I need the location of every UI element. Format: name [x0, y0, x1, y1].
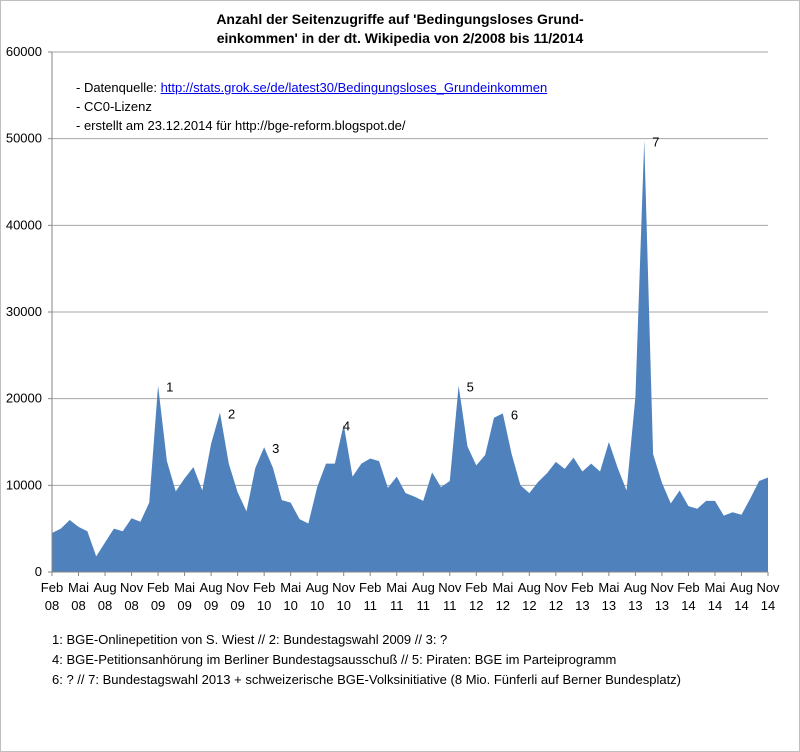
x-tick-label: Nov	[650, 580, 674, 595]
x-tick-label: Mai	[598, 580, 619, 595]
annotation-label: 2	[228, 407, 235, 422]
y-tick-label: 40000	[6, 217, 42, 232]
x-tick-label: Aug	[200, 580, 223, 595]
x-tick-label: Feb	[41, 580, 63, 595]
y-tick-label: 0	[35, 564, 42, 579]
source-line: - Datenquelle: http://stats.grok.se/de/l…	[76, 78, 547, 97]
annotation-label: 6	[511, 407, 518, 422]
x-tick-label: 08	[71, 598, 85, 613]
x-tick-label: Mai	[174, 580, 195, 595]
x-tick-label: Mai	[704, 580, 725, 595]
x-tick-label: 10	[257, 598, 271, 613]
x-tick-label: Mai	[280, 580, 301, 595]
x-tick-label: 14	[681, 598, 695, 613]
x-tick-label: Feb	[571, 580, 593, 595]
x-tick-label: 12	[522, 598, 536, 613]
x-tick-label: 09	[151, 598, 165, 613]
x-tick-label: 12	[549, 598, 563, 613]
x-tick-label: 08	[98, 598, 112, 613]
x-tick-label: 13	[655, 598, 669, 613]
x-tick-label: 09	[230, 598, 244, 613]
x-tick-label: Feb	[359, 580, 381, 595]
y-tick-label: 60000	[6, 44, 42, 59]
area-series	[52, 140, 768, 572]
x-tick-label: 10	[336, 598, 350, 613]
annotation-label: 3	[272, 441, 279, 456]
x-tick-label: Feb	[147, 580, 169, 595]
x-tick-label: Nov	[756, 580, 780, 595]
created-line: - erstellt am 23.12.2014 für http://bge-…	[76, 118, 406, 133]
source-prefix: - Datenquelle:	[76, 80, 161, 95]
y-tick-label: 50000	[6, 131, 42, 146]
x-tick-label: Aug	[518, 580, 541, 595]
footnotes: 1: BGE-Onlinepetition von S. Wiest // 2:…	[52, 630, 681, 690]
x-tick-label: 13	[602, 598, 616, 613]
info-box: - Datenquelle: http://stats.grok.se/de/l…	[76, 78, 547, 135]
annotation-label: 1	[166, 380, 173, 395]
x-tick-label: Feb	[677, 580, 699, 595]
footnote-line: 4: BGE-Petitionsanhörung im Berliner Bun…	[52, 652, 617, 667]
x-tick-label: 11	[417, 598, 431, 613]
chart-title-line-2: einkommen' in der dt. Wikipedia von 2/20…	[216, 30, 584, 46]
x-tick-label: Nov	[332, 580, 356, 595]
x-tick-label: Aug	[306, 580, 329, 595]
footnote-line: 1: BGE-Onlinepetition von S. Wiest // 2:…	[52, 632, 448, 647]
annotation-label: 4	[343, 419, 350, 434]
x-tick-label: 14	[761, 598, 775, 613]
x-tick-label: 11	[363, 598, 377, 613]
x-tick-label: 11	[443, 598, 457, 613]
x-tick-label: 12	[469, 598, 483, 613]
x-tick-label: Nov	[120, 580, 144, 595]
y-tick-label: 10000	[6, 477, 42, 492]
x-tick-label: Nov	[226, 580, 250, 595]
chart-title: Anzahl der Seitenzugriffe auf 'Bedingung…	[0, 10, 800, 48]
footnote-line: 6: ? // 7: Bundestagswahl 2013 + schweiz…	[52, 672, 682, 687]
x-tick-label: 09	[177, 598, 191, 613]
x-tick-label: 14	[708, 598, 722, 613]
x-tick-label: Nov	[544, 580, 568, 595]
y-tick-label: 30000	[6, 304, 42, 319]
source-link[interactable]: http://stats.grok.se/de/latest30/Bedingu…	[160, 80, 548, 95]
x-tick-label: Aug	[93, 580, 116, 595]
chart-title-line-1: Anzahl der Seitenzugriffe auf 'Bedingung…	[216, 11, 584, 27]
y-tick-label: 20000	[6, 391, 42, 406]
x-tick-label: 13	[575, 598, 589, 613]
x-tick-label: Mai	[386, 580, 407, 595]
x-tick-label: Aug	[624, 580, 647, 595]
x-tick-label: Feb	[465, 580, 487, 595]
license-line: - CC0-Lizenz	[76, 99, 152, 114]
x-tick-label: 09	[204, 598, 218, 613]
x-tick-label: 08	[45, 598, 59, 613]
x-tick-label: Aug	[730, 580, 753, 595]
annotation-label: 5	[467, 380, 474, 395]
x-tick-label: Nov	[438, 580, 462, 595]
x-tick-label: Mai	[492, 580, 513, 595]
x-tick-label: Feb	[253, 580, 275, 595]
x-tick-label: 12	[496, 598, 510, 613]
x-tick-label: 11	[390, 598, 404, 613]
annotation-label: 7	[652, 134, 659, 149]
x-tick-label: 08	[124, 598, 138, 613]
x-tick-label: Aug	[412, 580, 435, 595]
x-tick-label: 14	[734, 598, 748, 613]
x-tick-label: Mai	[68, 580, 89, 595]
x-tick-label: 10	[310, 598, 324, 613]
x-tick-label: 13	[628, 598, 642, 613]
x-tick-label: 10	[283, 598, 297, 613]
